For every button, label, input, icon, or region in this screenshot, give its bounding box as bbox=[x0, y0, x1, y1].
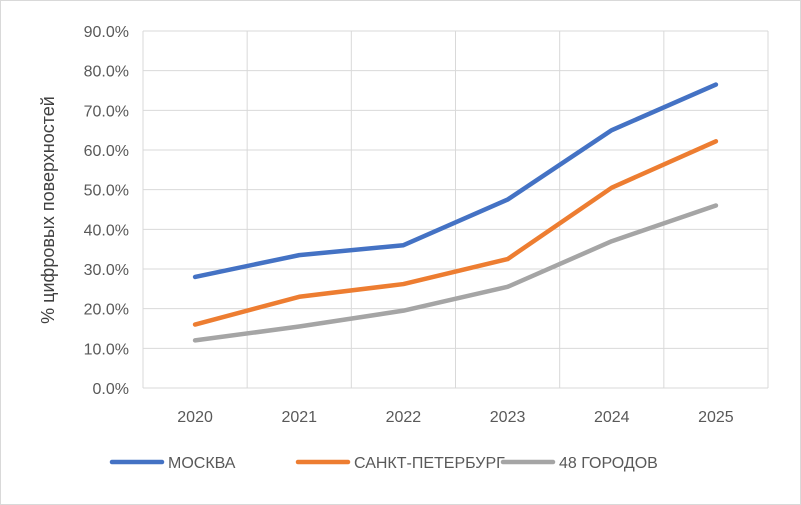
legend-label: 48 ГОРОДОВ bbox=[559, 455, 658, 472]
x-tick-label: 2025 bbox=[698, 409, 734, 426]
series-line bbox=[192, 203, 719, 343]
y-tick-label: 20.0% bbox=[84, 302, 129, 319]
series-line bbox=[192, 82, 719, 280]
x-tick-label: 2022 bbox=[386, 409, 422, 426]
y-tick-labels: 0.0% 10.0% 20.0% 30.0% 40.0% 50.0% 60.0% 70.0% 8… bbox=[84, 24, 129, 398]
x-tick-label: 2024 bbox=[594, 409, 630, 426]
y-tick-label: 80.0% bbox=[84, 64, 129, 81]
x-tick-label: 2021 bbox=[281, 409, 317, 426]
x-tick-label: 2023 bbox=[490, 409, 526, 426]
series-lines bbox=[192, 82, 719, 343]
gridlines bbox=[142, 30, 769, 389]
y-tick-label: 40.0% bbox=[84, 222, 129, 239]
x-tick-label: 2020 bbox=[177, 409, 213, 426]
y-axis-label: % цифровых поверхностей bbox=[38, 96, 58, 324]
y-tick-label: 30.0% bbox=[84, 262, 129, 279]
legend-label: САНКТ-ПЕТЕРБУРГ bbox=[354, 455, 505, 472]
y-tick-label: 10.0% bbox=[84, 341, 129, 358]
y-tick-label: 70.0% bbox=[84, 103, 129, 120]
y-tick-label: 50.0% bbox=[84, 183, 129, 200]
y-tick-label: 0.0% bbox=[93, 381, 129, 398]
legend: МОСКВА САНКТ-ПЕТЕРБУРГ 48 ГОРОДОВ bbox=[109, 455, 658, 472]
y-tick-label: 90.0% bbox=[84, 24, 129, 41]
legend-label: МОСКВА bbox=[168, 455, 236, 472]
series-line bbox=[192, 139, 719, 327]
x-tick-labels: 2020 2021 2022 2023 2024 2025 bbox=[177, 409, 734, 426]
y-tick-label: 60.0% bbox=[84, 143, 129, 160]
